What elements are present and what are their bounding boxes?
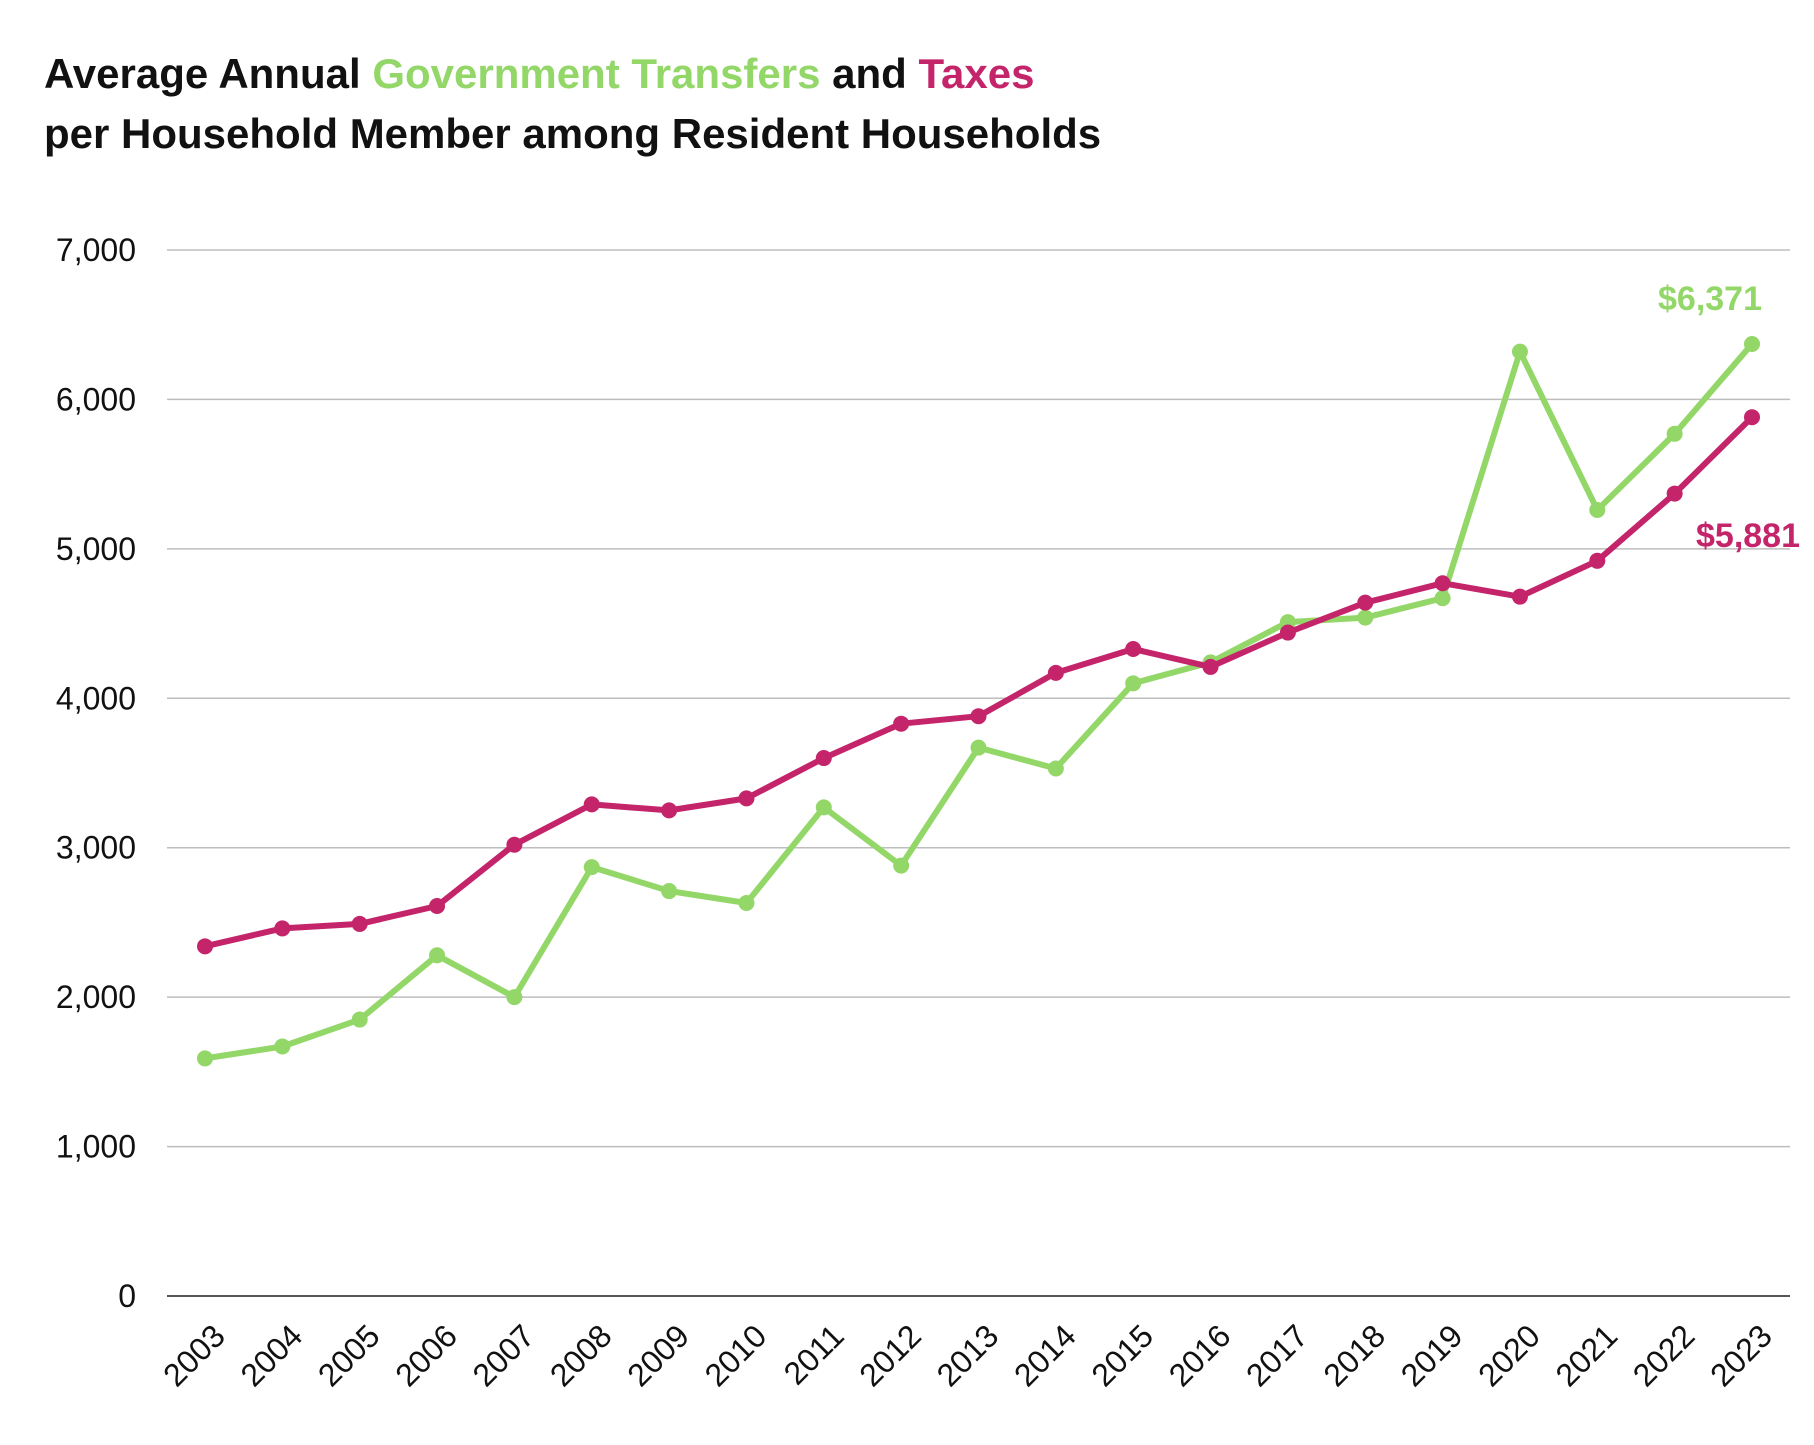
data-point [197,938,213,955]
data-point [1434,575,1451,592]
x-tick-label: 2013 [930,1317,1006,1393]
data-point [506,989,523,1006]
data-point [738,790,755,807]
x-tick-label: 2021 [1548,1317,1624,1393]
x-tick-label: 2003 [156,1317,232,1393]
series-taxes [197,409,1760,955]
x-tick-label: 2006 [388,1317,464,1393]
transfers-end-label: $6,371 [1658,280,1762,318]
data-point [1434,590,1451,607]
data-point [661,802,678,819]
x-tick-label: 2014 [1007,1317,1083,1393]
x-tick-label: 2012 [852,1317,928,1393]
data-point [1125,640,1142,657]
x-tick-label: 2005 [311,1317,387,1393]
data-point [351,915,368,932]
data-point [1279,624,1296,641]
data-point [274,920,291,937]
y-tick-label: 1,000 [56,1129,136,1165]
series-line [202,414,1755,950]
x-tick-label: 2007 [466,1317,542,1393]
x-tick-label: 2010 [698,1317,774,1393]
data-point [661,883,678,900]
title-transfers: Government Transfers [372,50,821,97]
data-point [1357,594,1374,611]
x-tick-label: 2023 [1703,1317,1779,1393]
y-tick-label: 3,000 [56,830,136,866]
taxes-end-label: $5,881 [1696,517,1800,555]
chart-title: Average Annual Government Transfers and … [44,44,1101,164]
data-point [738,895,755,912]
x-tick-label: 2004 [234,1317,310,1393]
x-tick-label: 2016 [1162,1317,1238,1393]
data-point [506,836,523,853]
data-point [429,897,446,914]
y-tick-label: 7,000 [56,232,136,268]
x-tick-label: 2017 [1239,1317,1315,1393]
data-point [893,857,910,874]
y-axis-ticks: 0 1,000 2,000 3,000 4,000 5,000 6,000 7,000 [56,232,136,1314]
x-tick-label: 2020 [1471,1317,1547,1393]
data-point [1125,675,1142,692]
data-point [1047,664,1064,681]
gridlines [167,249,1790,1297]
title-line-2: per Household Member among Resident Hous… [44,110,1102,157]
series-group [197,335,1760,1067]
end-labels: $6,371 $5,881 [1658,280,1800,555]
data-point [1589,502,1606,519]
data-point [1511,588,1528,605]
x-tick-label: 2019 [1394,1317,1470,1393]
x-tick-label: 2022 [1626,1317,1702,1393]
y-tick-label: 0 [118,1278,136,1314]
x-tick-label: 2008 [543,1317,619,1393]
data-point [1744,409,1760,426]
title-part-2: and [820,50,919,97]
data-point [429,947,446,964]
series-transfers [197,335,1760,1067]
data-point [815,799,832,816]
data-point [583,859,600,876]
data-point [1744,335,1760,352]
data-point [274,1038,291,1055]
data-point [815,750,832,767]
data-point [1047,760,1064,777]
x-tick-label: 2015 [1084,1317,1160,1393]
x-tick-label: 2018 [1316,1317,1392,1393]
y-tick-label: 5,000 [56,531,136,567]
y-tick-label: 6,000 [56,381,136,417]
data-point [970,739,987,756]
data-point [1357,609,1374,626]
data-point [351,1011,368,1028]
title-taxes: Taxes [918,50,1035,97]
data-point [1589,552,1606,569]
x-tick-label: 2009 [620,1317,696,1393]
title-part-1: Average Annual [44,50,373,97]
data-point [197,1050,213,1067]
data-point [893,715,910,732]
x-axis-ticks: 2003 2004 2005 2006 2007 2008 2009 2010 2011 2012… [156,1317,1779,1393]
y-tick-label: 4,000 [56,680,136,716]
data-point [1511,343,1528,360]
x-tick-label: 2011 [777,1317,851,1391]
y-tick-label: 2,000 [56,979,136,1015]
data-point [1666,485,1683,502]
data-point [1666,425,1683,442]
data-point [970,708,987,725]
data-point [583,796,600,813]
data-point [1202,658,1219,675]
